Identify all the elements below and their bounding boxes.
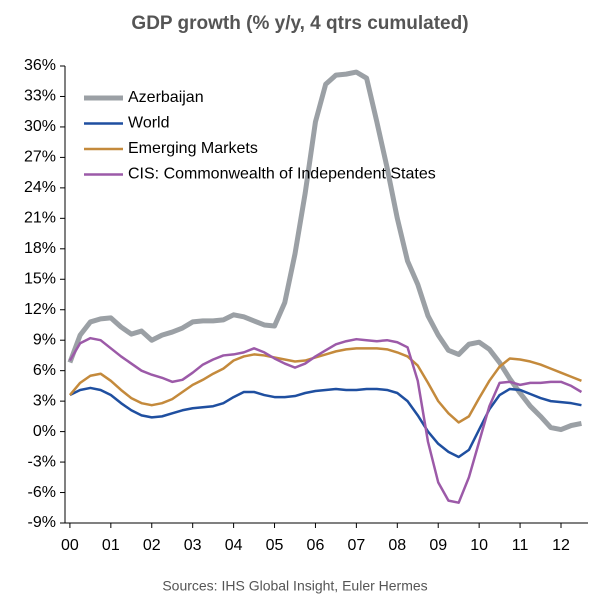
legend-label: CIS: Commonwealth of Independent States [128,166,436,183]
x-tick-label: 01 [102,537,120,554]
y-tick-label: 33% [24,88,56,105]
y-tick-label: 9% [33,331,56,348]
x-tick-label: 08 [388,537,406,554]
y-tick-label: 12% [24,301,56,318]
legend-label: World [128,115,170,132]
y-tick-label: 36% [24,57,56,74]
y-tick-label: 0% [33,423,56,440]
x-tick-label: 03 [184,537,202,554]
x-tick-label: 09 [429,537,447,554]
y-tick-label: 18% [24,240,56,257]
y-tick-label: 27% [24,149,56,166]
legend-label: Emerging Markets [128,140,258,157]
y-tick-label: 30% [24,118,56,135]
y-tick-label: 3% [33,392,56,409]
legend-label: Azerbaijan [128,89,204,106]
x-tick-label: 04 [225,537,243,554]
y-tick-label: 15% [24,270,56,287]
series-line [68,336,583,504]
y-tick-label: 21% [24,210,56,227]
x-tick-label: 06 [307,537,325,554]
y-tick-label: 6% [33,362,56,379]
y-tick-label: 24% [24,179,56,196]
x-tick-label: 07 [347,537,365,554]
y-tick-label: -3% [28,453,56,470]
series-line [68,347,582,424]
x-tick-label: 10 [470,537,488,554]
series-line [69,386,582,459]
chart-title: GDP growth (% y/y, 4 qtrs cumulated) [131,13,468,34]
y-tick-label: -6% [28,484,56,501]
source-note: Sources: IHS Global Insight, Euler Herme… [162,578,427,594]
x-tick-label: 12 [552,537,570,554]
x-tick-label: 02 [143,537,161,554]
y-tick-label: -9% [28,514,56,531]
series-line [67,69,582,433]
x-tick-label: 11 [512,537,529,554]
x-tick-label: 05 [266,537,284,554]
x-tick-label: 00 [61,537,79,554]
